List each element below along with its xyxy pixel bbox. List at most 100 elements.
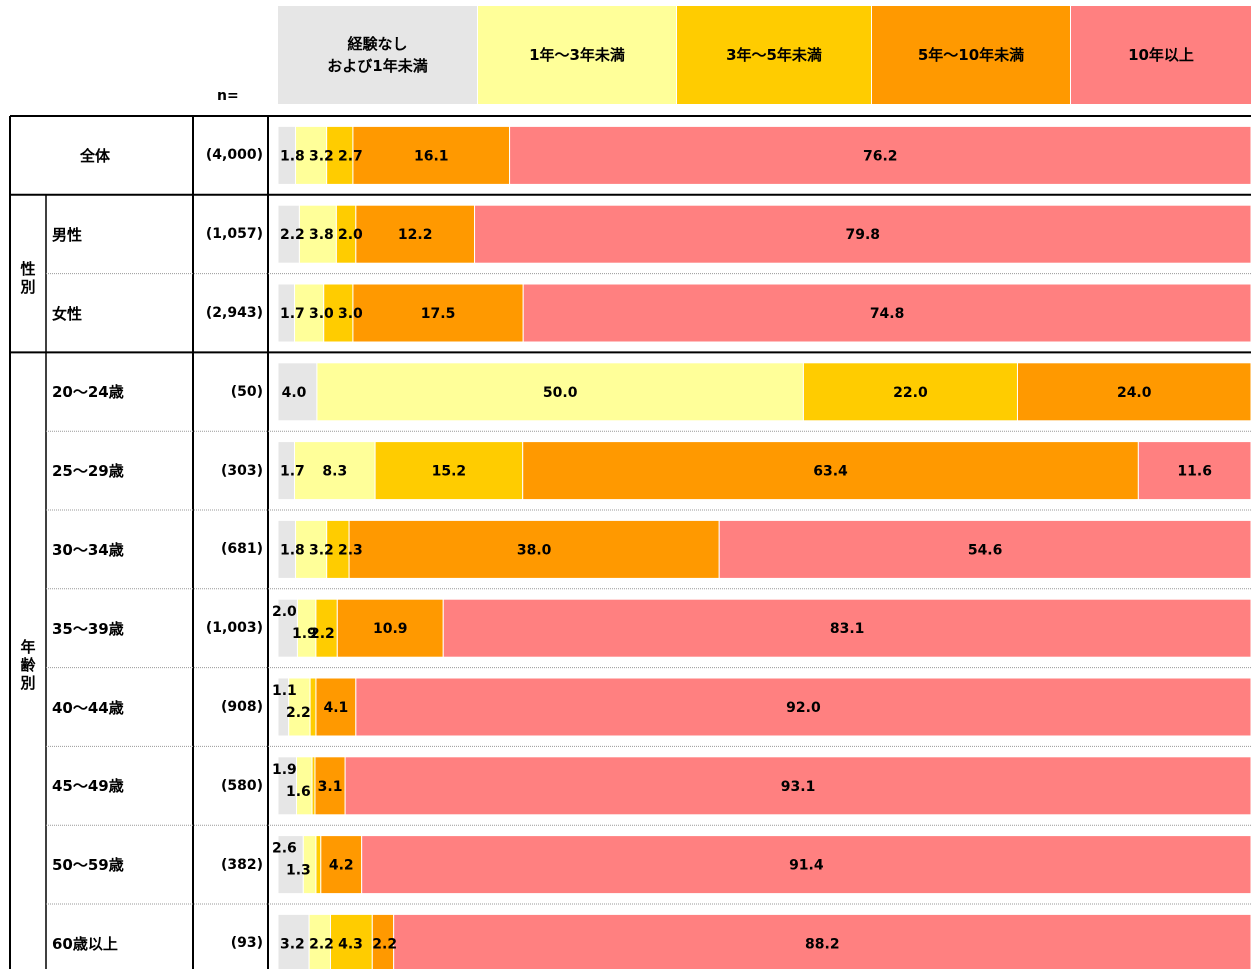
row-n-count: (93) bbox=[230, 935, 263, 952]
row-label: 女性 bbox=[52, 304, 83, 323]
row-label: 全体 bbox=[80, 146, 111, 165]
bar-segment bbox=[294, 283, 325, 343]
data-label: 4.3 bbox=[338, 936, 363, 952]
bar-segment bbox=[344, 756, 1251, 816]
data-label: 16.1 bbox=[414, 148, 449, 164]
n-header: n= bbox=[217, 88, 239, 104]
data-label: 15.2 bbox=[432, 464, 467, 480]
bar-segment bbox=[522, 441, 1139, 501]
row-label: 25～29歳 bbox=[52, 462, 124, 481]
bar-segment bbox=[374, 441, 524, 501]
row-n-count: (908) bbox=[220, 699, 263, 715]
data-label: 2.6 bbox=[272, 841, 297, 857]
data-label: 91.4 bbox=[789, 858, 824, 874]
data-label: 1.9 bbox=[292, 626, 317, 642]
data-label: 4.1 bbox=[323, 700, 348, 716]
legend-item-4: 10年以上 bbox=[1071, 6, 1251, 104]
data-label: 2.0 bbox=[338, 227, 363, 243]
bar-segment bbox=[352, 283, 524, 343]
data-label: 1.7 bbox=[280, 464, 305, 480]
row-n-count: (681) bbox=[220, 541, 263, 558]
bar-segment bbox=[718, 519, 1251, 579]
bar-segment bbox=[320, 835, 363, 895]
data-label: 83.1 bbox=[830, 621, 865, 637]
data-label: 4.0 bbox=[282, 385, 307, 401]
row-n-count: (1,003) bbox=[205, 620, 263, 637]
row-label: 35～39歳 bbox=[52, 619, 124, 638]
row-n-count: (382) bbox=[220, 856, 263, 873]
data-label: 3.0 bbox=[309, 306, 334, 322]
row-label: 60歳以上 bbox=[52, 934, 118, 953]
bar-segment bbox=[352, 125, 511, 185]
bar-segment bbox=[316, 362, 804, 422]
data-label: 4.2 bbox=[329, 858, 354, 874]
group-label-1: 性 別 bbox=[20, 259, 36, 296]
bar-segment bbox=[355, 677, 1251, 737]
data-label: 2.2 bbox=[372, 936, 397, 952]
bar-segment bbox=[329, 913, 373, 969]
data-label: 3.2 bbox=[309, 542, 334, 558]
bar-segment bbox=[277, 835, 304, 895]
data-label: 2.2 bbox=[309, 936, 334, 952]
bar-segment bbox=[314, 756, 346, 816]
data-label: 3.1 bbox=[318, 779, 343, 795]
row-n-count: (50) bbox=[230, 383, 263, 400]
data-label: 1.3 bbox=[286, 863, 311, 879]
bar-segment bbox=[348, 519, 720, 579]
data-label: 3.2 bbox=[309, 148, 334, 164]
bar-segment bbox=[474, 204, 1251, 264]
legend-item-0: 経験なし および1年未満 bbox=[278, 6, 477, 104]
data-label: 10.9 bbox=[373, 621, 408, 637]
bar-segment bbox=[277, 362, 318, 422]
data-label: 3.0 bbox=[338, 306, 363, 322]
bar-segment bbox=[1137, 441, 1251, 501]
data-label: 63.4 bbox=[813, 464, 848, 480]
data-label: 17.5 bbox=[421, 306, 456, 322]
bar-segment bbox=[294, 441, 376, 501]
row-label: 40～44歳 bbox=[52, 698, 124, 717]
bar-segment bbox=[336, 598, 444, 658]
bar-segment bbox=[442, 598, 1251, 658]
data-label: 2.3 bbox=[338, 542, 363, 558]
row-label: 30～34歳 bbox=[52, 540, 124, 559]
data-label: 92.0 bbox=[786, 700, 821, 716]
legend-item-1: 1年～3年未満 bbox=[478, 6, 676, 104]
data-label: 93.1 bbox=[781, 779, 816, 795]
row-label: 50～59歳 bbox=[52, 856, 124, 875]
bar-segment bbox=[393, 913, 1251, 969]
bar-segment bbox=[309, 677, 317, 737]
row-label: 20～24歳 bbox=[52, 383, 124, 402]
row-n-count: (1,057) bbox=[205, 226, 263, 243]
data-label: 3.2 bbox=[280, 936, 305, 952]
data-label: 1.1 bbox=[272, 683, 297, 699]
bar-segment bbox=[509, 125, 1251, 185]
legend-item-3: 5年～10年未満 bbox=[872, 6, 1070, 104]
group-label-2: 年 齢 別 bbox=[20, 637, 36, 692]
bar-segment bbox=[315, 835, 322, 895]
bar-segment bbox=[326, 125, 354, 185]
row-label: 男性 bbox=[52, 225, 83, 244]
data-label: 1.8 bbox=[280, 148, 305, 164]
data-label: 74.8 bbox=[870, 306, 905, 322]
data-label: 2.2 bbox=[280, 227, 305, 243]
data-label: 22.0 bbox=[893, 385, 928, 401]
data-label: 1.8 bbox=[280, 542, 305, 558]
data-label: 50.0 bbox=[543, 385, 578, 401]
data-label: 2.7 bbox=[338, 148, 363, 164]
data-label: 1.7 bbox=[280, 306, 305, 322]
bar-segment bbox=[355, 204, 476, 264]
data-label: 76.2 bbox=[863, 148, 898, 164]
data-label: 88.2 bbox=[805, 936, 840, 952]
bar-segment bbox=[298, 204, 337, 264]
bar-segment bbox=[295, 519, 328, 579]
data-label: 12.2 bbox=[398, 227, 433, 243]
data-label: 2.2 bbox=[286, 705, 311, 721]
data-label: 24.0 bbox=[1117, 385, 1152, 401]
data-label: 11.6 bbox=[1177, 464, 1212, 480]
row-n-count: (303) bbox=[220, 462, 263, 479]
bar-segment bbox=[361, 835, 1251, 895]
bar-segment bbox=[522, 283, 1251, 343]
data-label: 54.6 bbox=[968, 542, 1003, 558]
data-label: 38.0 bbox=[517, 542, 552, 558]
